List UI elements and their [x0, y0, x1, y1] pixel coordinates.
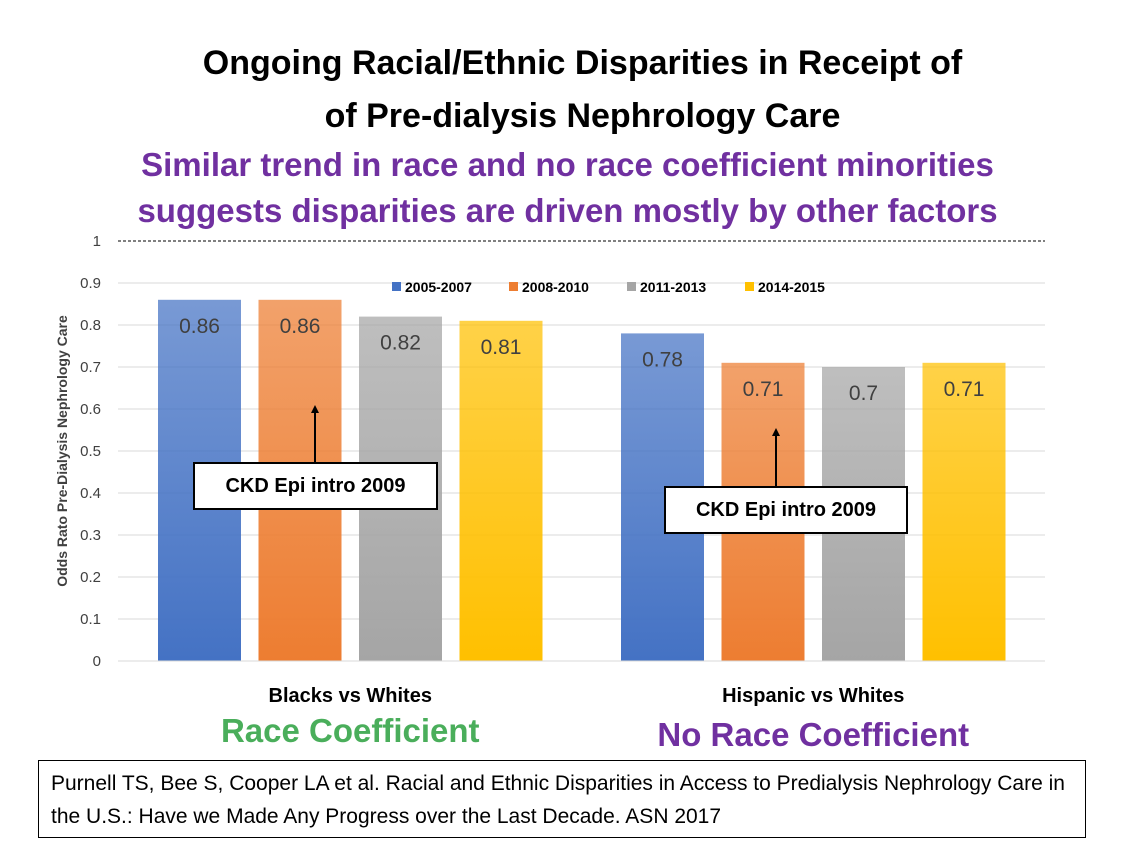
data-label: 0.78	[642, 348, 683, 371]
y-tick-label: 0.6	[80, 401, 101, 418]
y-tick-label: 0.3	[80, 527, 101, 544]
data-label: 0.81	[481, 336, 522, 359]
citation-box: Purnell TS, Bee S, Cooper LA et al. Raci…	[38, 760, 1086, 838]
legend-swatch	[745, 282, 754, 291]
y-tick-label: 0.5	[80, 443, 101, 460]
y-tick-label: 0.1	[80, 611, 101, 628]
data-label: 0.86	[280, 315, 321, 338]
category-label-hispanic: Hispanic vs Whites	[722, 685, 905, 707]
data-label: 0.71	[944, 378, 985, 401]
y-tick-label: 0	[93, 653, 101, 670]
y-tick-label: 0.4	[80, 485, 101, 502]
data-label: 0.82	[380, 332, 421, 355]
legend-entry: 2014-2015	[758, 279, 825, 295]
legend-entry: 2008-2010	[522, 279, 589, 295]
data-label: 0.71	[743, 378, 784, 401]
category-note-no-race-coefficient: No Race Coefficient	[657, 716, 970, 753]
slide-title-line-2: of Pre-dialysis Nephrology Care	[324, 97, 841, 135]
bar-chart: 0.86 0.860.82 0.810.780.71 0.7 0.71 00.10.20…	[54, 233, 1045, 670]
legend-entry: 2005-2007	[405, 279, 472, 295]
category-note-race-coefficient: Race Coefficient	[220, 712, 480, 749]
bar	[459, 320, 543, 661]
y-tick-label: 0.2	[80, 569, 101, 586]
y-tick-label: 0.9	[80, 275, 101, 292]
bar	[922, 362, 1006, 661]
slide-subtitle-line-1: Similar trend in race and no race coeffi…	[141, 146, 994, 183]
legend-swatch	[627, 282, 636, 291]
slide-subtitle-line-2: suggests disparities are driven mostly b…	[137, 192, 998, 229]
annotation-arrowhead	[311, 405, 319, 413]
category-label-blacks: Blacks vs Whites	[268, 685, 432, 707]
legend-swatch	[509, 282, 518, 291]
data-label: 0.7	[849, 382, 878, 405]
y-tick-label: 1	[93, 233, 101, 250]
y-tick-label: 0.7	[80, 359, 101, 376]
slide-title-line-1: Ongoing Racial/Ethnic Disparities in Rec…	[202, 44, 963, 82]
legend-swatch	[392, 282, 401, 291]
annotation-ckd-epi-1: CKD Epi intro 2009	[193, 462, 438, 510]
legend-entry: 2011-2013	[640, 279, 706, 295]
y-axis-title: Odds Rato Pre-Dialysis Nephrology Care	[54, 315, 70, 587]
annotation-arrowhead	[772, 428, 780, 436]
data-label: 0.86	[179, 315, 220, 338]
y-tick-label: 0.8	[80, 317, 101, 334]
annotation-ckd-epi-2: CKD Epi intro 2009	[664, 486, 908, 534]
